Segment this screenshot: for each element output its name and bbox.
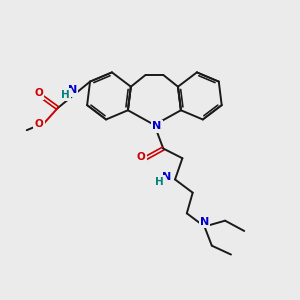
Text: N: N [162,172,171,182]
Text: N: N [200,217,209,227]
Text: N: N [152,122,161,131]
Text: O: O [35,119,44,129]
Text: H: H [155,177,164,187]
Text: H: H [61,90,70,100]
Text: N: N [68,85,77,95]
Text: O: O [137,152,146,162]
Text: O: O [34,88,43,98]
